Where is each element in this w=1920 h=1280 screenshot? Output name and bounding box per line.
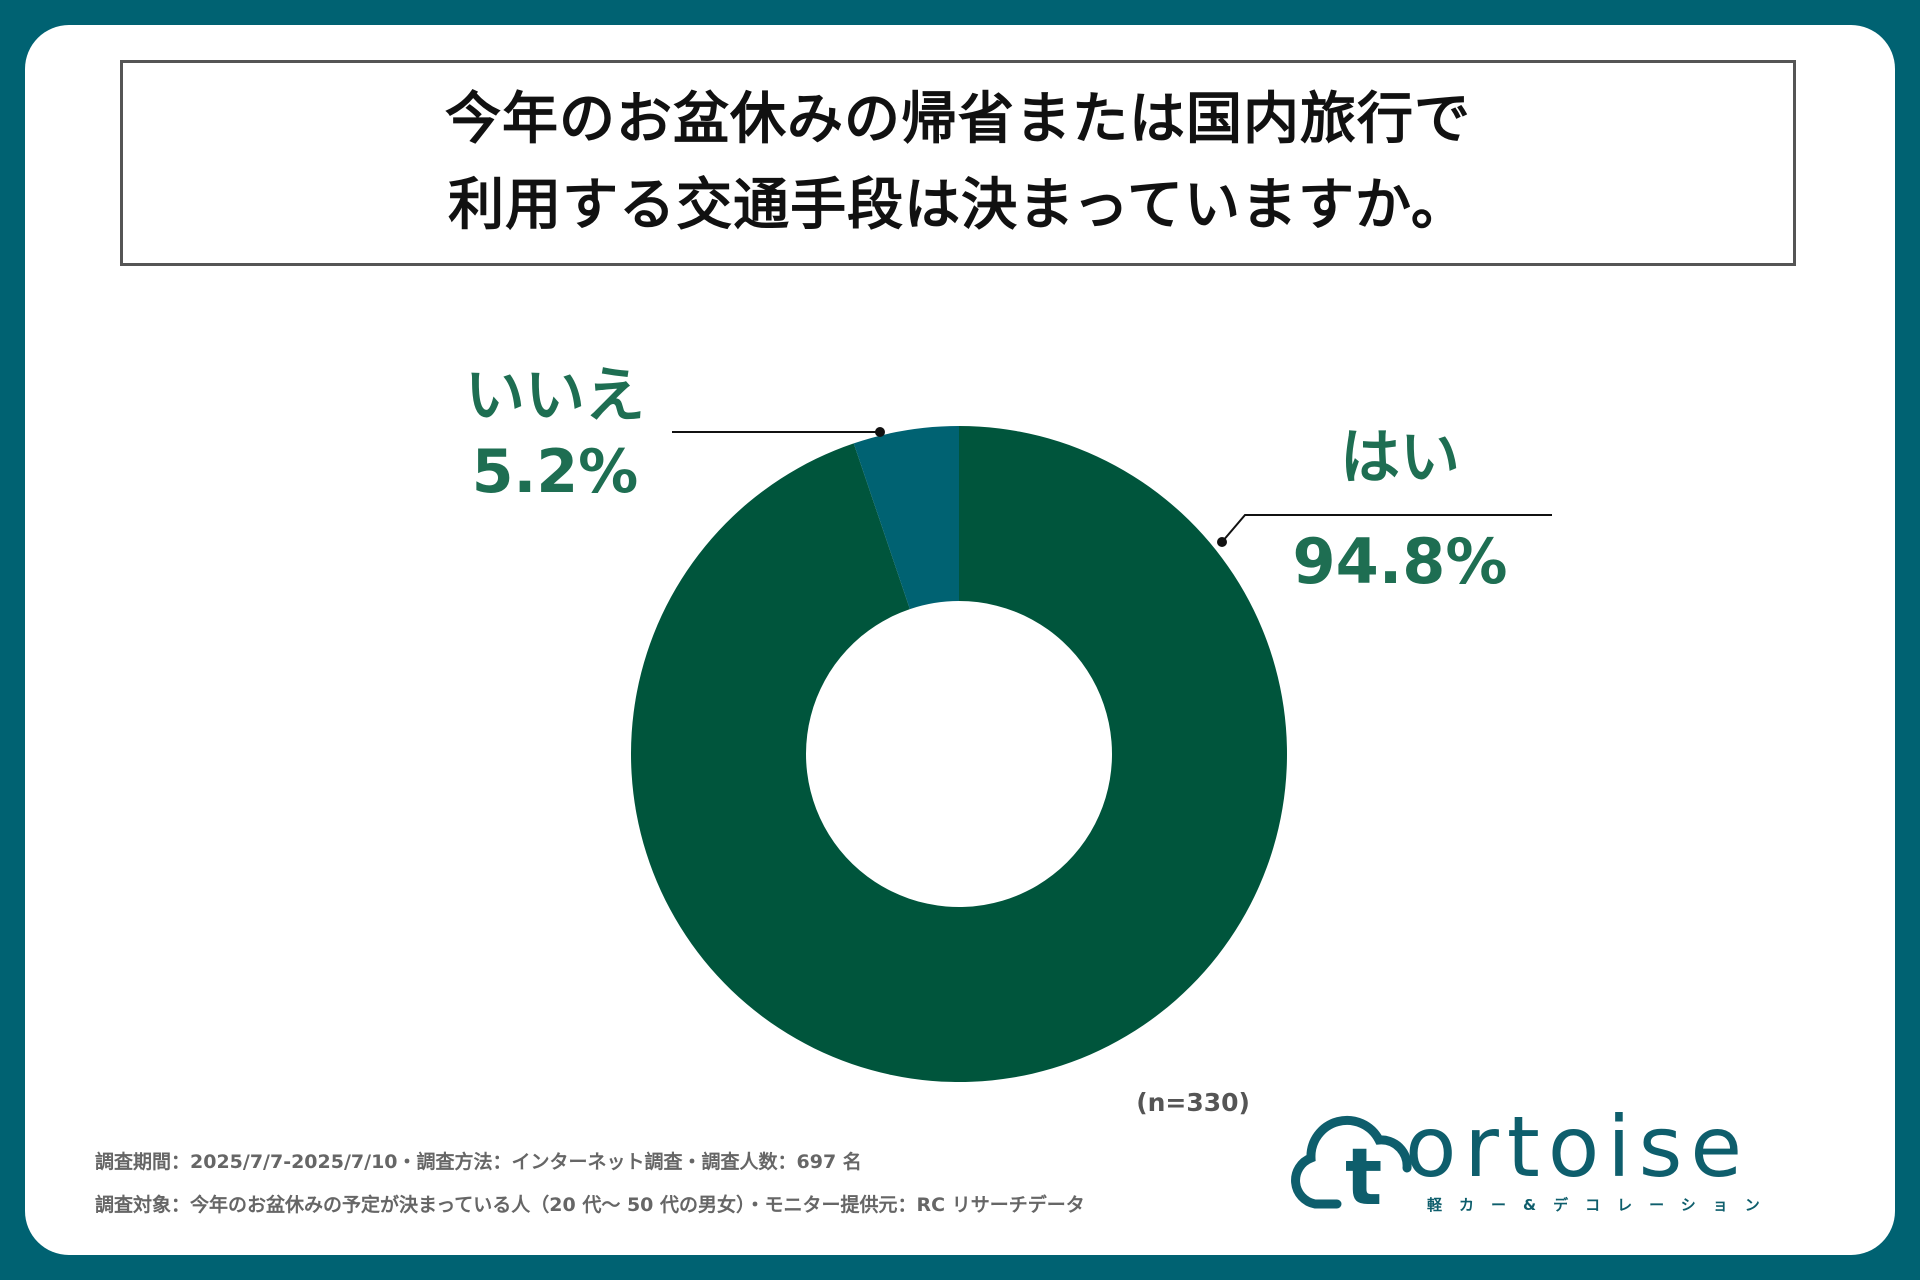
leader-no-line: [672, 430, 881, 433]
leader-yes-dot: [1217, 537, 1227, 547]
leader-lines: [672, 427, 1552, 547]
title-box: 今年のお盆休みの帰省または国内旅行で 利用する交通手段は決まっていますか。: [120, 60, 1796, 266]
footnote-survey-target: 調査対象：今年のお盆休みの予定が決まっている人（20 代～ 50 代の男女）・モ…: [95, 1194, 1085, 1216]
footnote-survey-method: 調査期間：2025/7/7-2025/7/10・調査方法：インターネット調査・調…: [95, 1151, 862, 1173]
tortoise-logo: t ortoise 軽カー&デコレーション: [1285, 1098, 1830, 1224]
logo-cloud-icon: t: [1291, 1115, 1412, 1223]
slice-value-no: 5.2%: [471, 437, 639, 507]
logo-wordmark: ortoise: [1405, 1098, 1751, 1196]
logo-tagline: 軽カー&デコレーション: [1427, 1196, 1777, 1214]
chart-title-line-2: 利用する交通手段は決まっていますか。: [448, 173, 1468, 238]
slice-label-yes: はい: [1340, 423, 1460, 493]
sample-size: (n=330): [1136, 1088, 1250, 1117]
logo-letter-t: t: [1345, 1133, 1382, 1223]
slice-label-no: いいえ: [465, 361, 645, 431]
chart-title-line-1: 今年のお盆休みの帰省または国内旅行で: [445, 87, 1471, 152]
donut-slices: [630, 426, 1287, 1082]
leader-yes-line: [1221, 514, 1552, 543]
slice-value-yes: 94.8%: [1292, 525, 1508, 598]
donut-slice-0: [630, 426, 1287, 1082]
leader-no-dot: [875, 427, 885, 437]
donut-slice-1: [853, 426, 959, 610]
